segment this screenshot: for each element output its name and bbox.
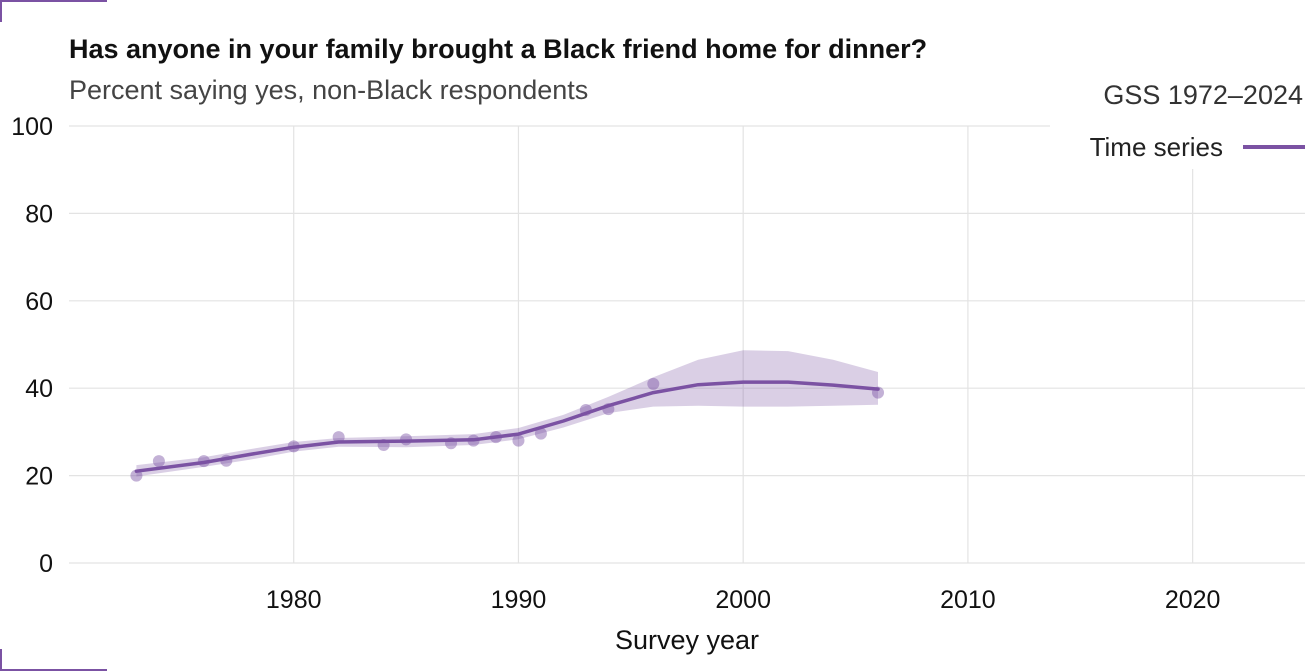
x-tick-label: 1980 xyxy=(266,586,322,614)
data-point xyxy=(647,377,660,390)
trend-line xyxy=(134,380,880,473)
source-label: GSS 1972–2024 xyxy=(1103,80,1303,110)
data-point xyxy=(130,469,143,482)
data-point xyxy=(332,431,345,444)
x-tick-label: 1990 xyxy=(491,586,547,614)
data-point xyxy=(534,427,547,440)
legend-label: Time series xyxy=(1089,131,1223,162)
data-point xyxy=(152,455,165,468)
y-tick-label: 0 xyxy=(39,550,53,578)
x-tick-label: 2010 xyxy=(940,586,996,614)
data-point xyxy=(512,434,525,447)
x-axis-label: Survey year xyxy=(615,625,759,655)
legend: Time series xyxy=(1050,125,1305,169)
y-tick-label: 100 xyxy=(11,113,53,141)
x-tick-label: 2020 xyxy=(1165,586,1221,614)
x-tick-label: 2000 xyxy=(715,586,771,614)
chart-subtitle: Percent saying yes, non-Black respondent… xyxy=(69,75,589,105)
y-tick-label: 40 xyxy=(25,375,53,403)
confidence-band xyxy=(136,350,878,477)
y-tick-label: 60 xyxy=(25,288,53,316)
chart-title: Has anyone in your family brought a Blac… xyxy=(69,34,928,64)
y-tick-label: 20 xyxy=(25,463,53,491)
frame-corner-bottom-left xyxy=(0,649,107,671)
y-tick-label: 80 xyxy=(25,200,53,228)
legend-swatch xyxy=(1243,145,1305,149)
frame-corner-top-left xyxy=(0,0,107,22)
